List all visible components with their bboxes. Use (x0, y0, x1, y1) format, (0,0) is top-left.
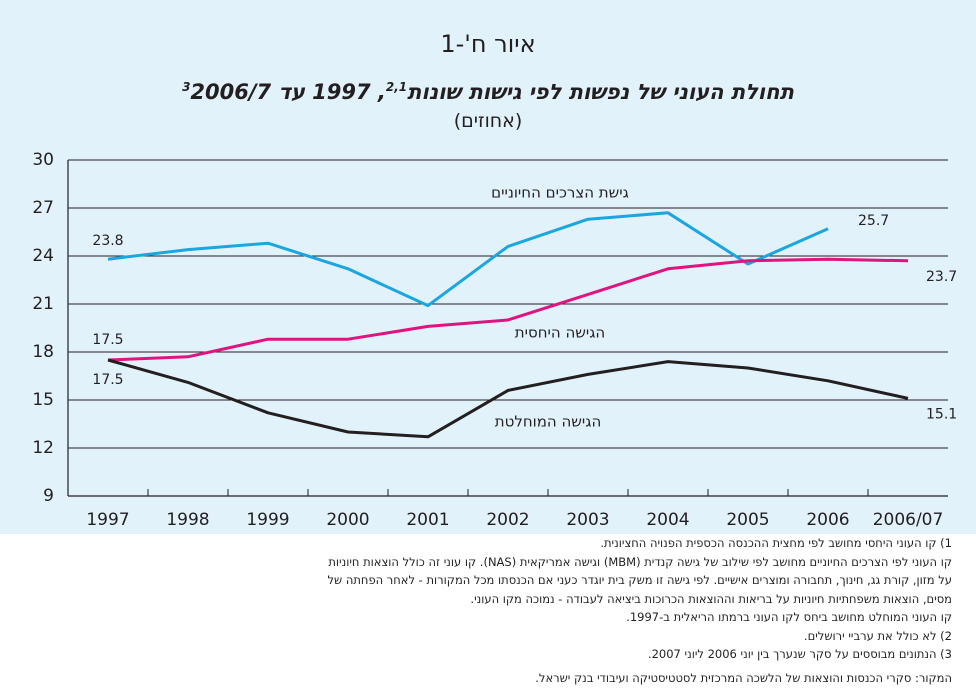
footnote: 2) לא כולל את ערביי ירושלים. (803, 628, 952, 643)
data-label: 25.7 (858, 213, 889, 229)
y-tick-label: 18 (32, 342, 54, 362)
x-tick-label: 2006/07 (873, 510, 944, 530)
series-label: הגישה המוחלטת (495, 413, 602, 431)
footnote: המקור: סקרי הכנסות והוצאות של הלשכה המרכ… (535, 670, 952, 685)
x-tick-label: 2000 (326, 510, 369, 530)
footnote: קו העוני המוחלט מחושב ביחס לקו העוני ברמ… (626, 610, 952, 624)
chart-title: איור ח'-1 (440, 30, 536, 58)
x-tick-label: 1998 (166, 510, 209, 530)
series-label: הגישה היחסית (515, 324, 605, 342)
series-label: גישת הצרכים החיוניים (491, 184, 629, 202)
subtitle-note: 3 (182, 80, 191, 94)
y-tick-label: 15 (32, 390, 54, 410)
y-tick-label: 12 (32, 438, 54, 458)
subtitle-note: 2,1 (385, 80, 408, 94)
data-label: 23.8 (92, 233, 123, 249)
footnote: על מזון, קורת גג, חינוך, תחבורה ומוצרים … (327, 573, 952, 587)
x-tick-label: 2002 (486, 510, 529, 530)
subtitle-text: , 1997 עד 2006/7 (190, 80, 386, 104)
data-label: 17.5 (92, 372, 123, 388)
footnote: קו העוני לפי הצרכים החיוניים מחושב לפי ש… (328, 554, 952, 569)
footnote: 1) קו העוני היחסי מחושב לפי מחצית ההכנסה… (600, 536, 952, 550)
chart-subtitle: תחולת העוני של נפשות לפי גישות שונות2,1,… (0, 80, 976, 104)
y-tick-label: 21 (32, 294, 54, 314)
x-tick-label: 2001 (406, 510, 449, 530)
x-tick-label: 1999 (246, 510, 289, 530)
x-tick-label: 1997 (86, 510, 129, 530)
footnote: 3) הנתונים מבוססים על סקר שנערך בין יוני… (647, 647, 952, 661)
footnote: מסים, הוצאות משפחתיות חיוניות על בריאות … (470, 591, 952, 606)
y-tick-label: 27 (32, 198, 54, 218)
x-tick-label: 2004 (646, 510, 689, 530)
series-line (107, 257, 909, 362)
series-line (107, 358, 909, 439)
data-label: 15.1 (926, 406, 957, 422)
y-tick-label: 24 (32, 246, 54, 266)
subtitle-text: תחולת העוני של נפשות לפי גישות שונות (407, 80, 794, 104)
x-tick-label: 2006 (806, 510, 849, 530)
chart: 9 12 15 18 21 24 27 30 1997 1998 1999 2000 2001 2002 2… (32, 150, 957, 530)
chart-unit: (אחוזים) (453, 110, 523, 132)
series-line (107, 211, 829, 308)
footnotes: 1) קו העוני היחסי מחושב לפי מחצית ההכנסה… (12, 534, 952, 687)
y-tick-label: 9 (43, 486, 54, 506)
data-label: 17.5 (92, 332, 123, 348)
y-tick-label: 30 (32, 150, 54, 170)
data-label: 23.7 (926, 269, 957, 285)
x-tick-label: 2005 (726, 510, 769, 530)
chart-background (0, 0, 976, 534)
x-tick-label: 2003 (566, 510, 609, 530)
